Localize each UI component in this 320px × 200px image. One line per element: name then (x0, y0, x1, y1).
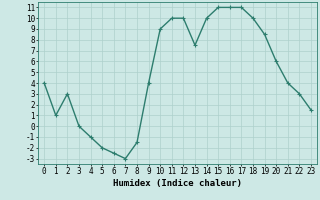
X-axis label: Humidex (Indice chaleur): Humidex (Indice chaleur) (113, 179, 242, 188)
